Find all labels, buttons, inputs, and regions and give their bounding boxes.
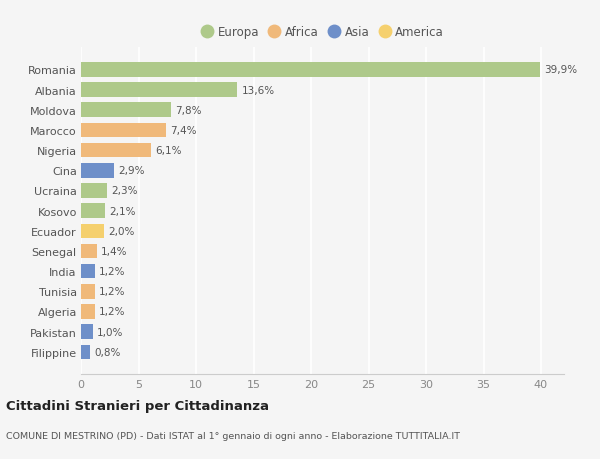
Legend: Europa, Africa, Asia, America: Europa, Africa, Asia, America bbox=[196, 22, 449, 44]
Bar bbox=[81, 123, 166, 138]
Text: 1,2%: 1,2% bbox=[99, 267, 125, 276]
Text: 2,9%: 2,9% bbox=[118, 166, 145, 176]
Bar bbox=[81, 204, 105, 218]
Text: 1,2%: 1,2% bbox=[99, 307, 125, 317]
Text: 1,0%: 1,0% bbox=[97, 327, 123, 337]
Bar bbox=[81, 285, 95, 299]
Text: 13,6%: 13,6% bbox=[241, 85, 275, 95]
Bar bbox=[81, 304, 95, 319]
Bar bbox=[81, 83, 238, 98]
Text: COMUNE DI MESTRINO (PD) - Dati ISTAT al 1° gennaio di ogni anno - Elaborazione T: COMUNE DI MESTRINO (PD) - Dati ISTAT al … bbox=[6, 431, 460, 441]
Text: Cittadini Stranieri per Cittadinanza: Cittadini Stranieri per Cittadinanza bbox=[6, 399, 269, 412]
Bar bbox=[81, 184, 107, 198]
Bar bbox=[81, 264, 95, 279]
Text: 2,3%: 2,3% bbox=[112, 186, 138, 196]
Text: 6,1%: 6,1% bbox=[155, 146, 182, 156]
Text: 0,8%: 0,8% bbox=[94, 347, 121, 357]
Bar bbox=[81, 164, 115, 178]
Bar bbox=[81, 345, 90, 359]
Text: 1,2%: 1,2% bbox=[99, 287, 125, 297]
Bar bbox=[81, 244, 97, 258]
Text: 2,0%: 2,0% bbox=[108, 226, 134, 236]
Bar bbox=[81, 103, 170, 118]
Text: 7,4%: 7,4% bbox=[170, 126, 197, 135]
Bar bbox=[81, 63, 540, 78]
Bar bbox=[81, 325, 92, 339]
Text: 1,4%: 1,4% bbox=[101, 246, 128, 257]
Text: 39,9%: 39,9% bbox=[544, 65, 577, 75]
Bar bbox=[81, 144, 151, 158]
Text: 7,8%: 7,8% bbox=[175, 106, 201, 116]
Bar bbox=[81, 224, 104, 239]
Text: 2,1%: 2,1% bbox=[109, 206, 136, 216]
